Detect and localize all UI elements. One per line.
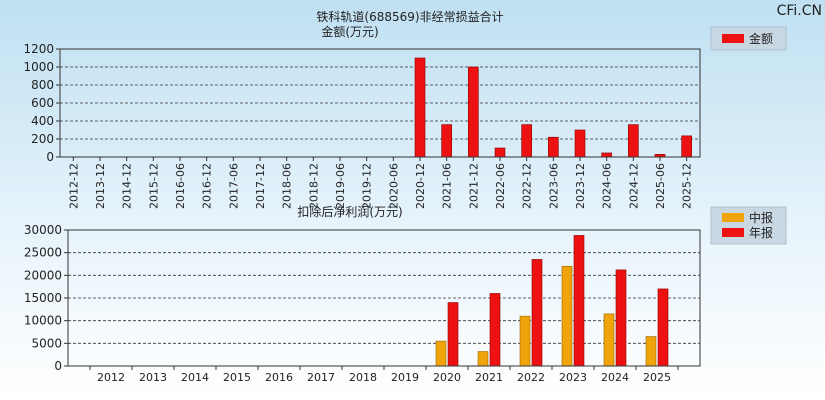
chart1-x-tick-label: 2023-12 <box>574 163 587 209</box>
chart1-bar <box>681 135 692 158</box>
watermark: CFi.CN <box>777 3 822 19</box>
chart2-y-tick-label: 5000 <box>31 336 62 350</box>
chart1-y-tick-label: 200 <box>31 132 54 146</box>
chart1-bar <box>548 136 559 158</box>
chart2-y-tick-label: 0 <box>54 359 62 373</box>
chart1-x-tick-label: 2021-06 <box>441 163 454 209</box>
chart2-x-tick-label: 2018 <box>349 371 377 384</box>
chart2-x-tick-label: 2023 <box>559 371 587 384</box>
chart1-ylabel: 金额(万元) <box>321 24 378 39</box>
chart1-y-ticks: 0 200 400 600 800 1000 1200 <box>23 42 60 164</box>
chart1-bar <box>494 147 506 158</box>
chart1-x-tick-label: 2017-06 <box>227 163 240 209</box>
chart1-x-ticks: 2012-12 2013-12 2014-12 2015-12 2016-06 2016-… <box>67 157 694 209</box>
chart1-x-tick-label: 2018-12 <box>307 163 320 209</box>
chart1-x-tick-label: 2020-12 <box>414 163 427 209</box>
chart2-title: 扣除后净利润(万元) <box>297 204 402 219</box>
chart2-y-ticks: 0 5000 10000 15000 20000 25000 30000 <box>24 223 68 373</box>
chart1-x-tick-label: 2025-12 <box>681 163 694 209</box>
chart2-x-tick-label: 2025 <box>643 371 671 384</box>
chart2-bar-annual <box>615 269 627 367</box>
chart1-x-tick-label: 2025-06 <box>654 163 667 209</box>
chart1-x-tick-label: 2013-12 <box>94 163 107 209</box>
chart2-plot-frame <box>67 229 701 367</box>
chart1-bar <box>521 124 532 158</box>
chart2-y-tick-label: 20000 <box>24 268 62 282</box>
chart1-x-tick-label: 2022-06 <box>494 163 507 209</box>
chart2-bar-interim <box>603 313 615 367</box>
chart2-bar-annual <box>657 288 669 367</box>
chart2-x-tick-label: 2016 <box>265 371 293 384</box>
chart1-y-tick-label: 800 <box>31 78 54 92</box>
chart1-plot-frame <box>59 48 701 158</box>
chart1-x-tick-label: 2016-12 <box>201 163 214 209</box>
chart2-bar-annual <box>489 293 501 367</box>
chart1-bar <box>414 57 426 158</box>
chart2-bar-interim <box>645 336 657 367</box>
chart1-legend-label-amount: 金额 <box>749 31 773 46</box>
chart2-bar-annual <box>447 302 459 367</box>
chart1-x-tick-label: 2020-06 <box>387 163 400 209</box>
chart2-legend: 中报 年报 <box>710 206 787 245</box>
chart2-y-tick-label: 25000 <box>24 246 62 260</box>
chart1-legend-box <box>710 26 787 51</box>
chart1-y-tick-label: 1200 <box>23 42 54 56</box>
chart2-y-tick-label: 15000 <box>24 291 62 305</box>
chart1-legend-swatch-amount <box>722 34 744 43</box>
chart2-x-tick-label: 2022 <box>517 371 545 384</box>
chart1-x-tick-label: 2016-06 <box>174 163 187 209</box>
chart2-x-tick-label: 2024 <box>601 371 629 384</box>
chart1-x-tick-label: 2017-12 <box>254 163 267 209</box>
chart1-x-tick-label: 2024-06 <box>601 163 614 209</box>
chart1-bar <box>441 124 452 158</box>
chart1-x-tick-label: 2015-12 <box>147 163 160 209</box>
chart1-x-tick-label: 2023-06 <box>547 163 560 209</box>
chart1-grid <box>60 66 700 140</box>
chart1-x-tick-label: 2018-06 <box>281 163 294 209</box>
chart1-y-tick-label: 1000 <box>23 60 54 74</box>
chart2-legend-label-annual: 年报 <box>749 225 773 240</box>
chart2-x-ticks: 2012 2013 2014 2015 2016 2017 2018 2019 2020 2021… <box>89 366 679 384</box>
chart2-bar-interim <box>519 315 531 367</box>
chart1-title: 铁科轨道(688569)非经常损益合计 <box>316 9 503 24</box>
chart2-x-tick-label: 2017 <box>307 371 335 384</box>
chart1-y-tick-label: 0 <box>46 150 54 164</box>
chart1-x-tick-label: 2021-12 <box>467 163 480 209</box>
chart2-bar-interim <box>435 340 447 367</box>
chart1-x-tick-label: 2012-12 <box>67 163 80 209</box>
chart1-y-tick-label: 600 <box>31 96 54 110</box>
chart1-x-tick-label: 2022-12 <box>521 163 534 209</box>
chart2-legend-swatch-interim <box>722 213 744 222</box>
chart2-bar-interim <box>561 265 573 367</box>
chart1-bar <box>601 152 612 158</box>
chart2-legend-swatch-annual <box>722 228 744 237</box>
chart2-x-tick-label: 2020 <box>433 371 461 384</box>
chart2-x-tick-label: 2021 <box>475 371 503 384</box>
chart2-bar-interim <box>477 351 489 367</box>
chart2-grid <box>68 252 700 344</box>
chart1-legend: 金额 <box>710 26 787 51</box>
chart2-bars <box>435 235 669 367</box>
chart1-bar <box>628 124 639 158</box>
chart1-bar <box>468 66 479 158</box>
chart1-x-tick-label: 2019-12 <box>361 163 374 209</box>
chart2-x-tick-label: 2014 <box>181 371 209 384</box>
chart2-y-tick-label: 10000 <box>24 314 62 328</box>
chart2-legend-label-interim: 中报 <box>749 210 773 225</box>
chart2-x-tick-label: 2012 <box>97 371 125 384</box>
chart2-y-tick-label: 30000 <box>24 223 62 237</box>
chart1-x-tick-label: 2024-12 <box>627 163 640 209</box>
chart1-bars <box>414 57 692 158</box>
chart2-x-tick-label: 2019 <box>391 371 419 384</box>
chart2-bar-annual <box>531 259 543 367</box>
chart2-x-tick-label: 2013 <box>139 371 167 384</box>
chart2-bar-annual <box>573 235 585 367</box>
chart1-bar <box>574 129 586 158</box>
chart1-x-tick-label: 2019-06 <box>334 163 347 209</box>
chart1-y-tick-label: 400 <box>31 114 54 128</box>
chart1-x-tick-label: 2014-12 <box>121 163 134 209</box>
chart2-x-tick-label: 2015 <box>223 371 251 384</box>
